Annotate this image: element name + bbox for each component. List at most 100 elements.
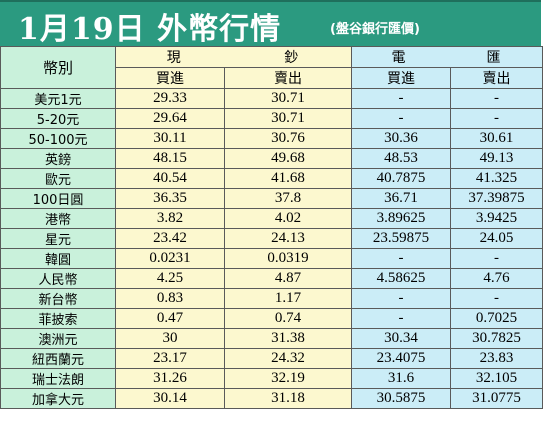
source-note: (盤谷銀行匯價) xyxy=(330,22,420,37)
cash-sell-cell: 32.19 xyxy=(224,368,352,389)
wire-buy-cell: - xyxy=(351,248,451,269)
header-row-groups: 幣別 現鈔 電匯 xyxy=(0,46,543,89)
currency-name: 美元1元 xyxy=(0,88,116,109)
wire-buy-cell: 31.6 xyxy=(351,368,451,389)
wire-sell-cell: 0.7025 xyxy=(450,308,543,329)
wire-buy-cell: 4.58625 xyxy=(351,268,451,289)
wire-buy-cell: 48.53 xyxy=(351,148,451,169)
wire-sell-cell: 30.61 xyxy=(450,128,543,149)
cash-buy-cell: 3.82 xyxy=(115,208,225,229)
currency-name: 澳洲元 xyxy=(0,328,116,349)
cash-buy-cell: 23.42 xyxy=(115,228,225,249)
cash-sell-cell: 4.02 xyxy=(224,208,352,229)
wire-sell-header: 賣出 xyxy=(450,67,543,89)
table-row: 澳洲元 30 31.38 30.34 30.7825 xyxy=(0,328,543,349)
wire-sell-cell: 4.76 xyxy=(450,268,543,289)
cash-buy-cell: 30.14 xyxy=(115,388,225,409)
wire-buy-cell: 23.4075 xyxy=(351,348,451,369)
cash-group-header: 現鈔 xyxy=(115,46,352,68)
wire-sell-cell: - xyxy=(450,248,543,269)
cash-sell-cell: 30.71 xyxy=(224,108,352,129)
wire-group-header-part2: 匯 xyxy=(486,50,503,66)
cash-sell-cell: 4.87 xyxy=(224,268,352,289)
table-row: 紐西蘭元 23.17 24.32 23.4075 23.83 xyxy=(0,348,543,369)
cash-sell-header: 賣出 xyxy=(224,67,352,89)
wire-sell-cell: 37.39875 xyxy=(450,188,543,209)
wire-group-header: 電匯 xyxy=(351,46,543,68)
wire-buy-cell: - xyxy=(351,288,451,309)
wire-buy-header: 買進 xyxy=(351,67,451,89)
wire-sell-cell: 31.0775 xyxy=(450,388,543,409)
cash-buy-cell: 30.11 xyxy=(115,128,225,149)
cash-sell-cell: 31.18 xyxy=(224,388,352,409)
table-row: 新台幣 0.83 1.17 - - xyxy=(0,288,543,309)
wire-sell-cell: 32.105 xyxy=(450,368,543,389)
currency-name: 歐元 xyxy=(0,168,116,189)
cash-buy-cell: 29.33 xyxy=(115,88,225,109)
table-row: 瑞士法朗 31.26 32.19 31.6 32.105 xyxy=(0,368,543,389)
wire-buy-cell: 30.36 xyxy=(351,128,451,149)
table-row: 歐元 40.54 41.68 40.7875 41.325 xyxy=(0,168,543,189)
wire-group-header-part1: 電 xyxy=(391,50,408,66)
table-row: 50-100元 30.11 30.76 30.36 30.61 xyxy=(0,128,543,149)
table-row: 人民幣 4.25 4.87 4.58625 4.76 xyxy=(0,268,543,289)
table-row: 美元1元 29.33 30.71 - - xyxy=(0,88,543,109)
exchange-rate-table: 幣別 現鈔 電匯 買進 賣出 買進 賣出 美元1元 29.33 30.71 - xyxy=(0,46,543,409)
cash-buy-cell: 40.54 xyxy=(115,168,225,189)
cash-group-header-part1: 現 xyxy=(166,50,183,66)
table-row: 加拿大元 30.14 31.18 30.5875 31.0775 xyxy=(0,388,543,409)
cash-sell-cell: 24.32 xyxy=(224,348,352,369)
wire-buy-cell: 3.89625 xyxy=(351,208,451,229)
cash-buy-cell: 48.15 xyxy=(115,148,225,169)
wire-sell-cell: 23.83 xyxy=(450,348,543,369)
cash-buy-cell: 23.17 xyxy=(115,348,225,369)
cash-buy-cell: 30 xyxy=(115,328,225,349)
wire-buy-cell: 40.7875 xyxy=(351,168,451,189)
cash-buy-cell: 0.83 xyxy=(115,288,225,309)
wire-sell-cell: 3.9425 xyxy=(450,208,543,229)
currency-name: 50-100元 xyxy=(0,128,116,149)
currency-name: 菲披索 xyxy=(0,308,116,329)
wire-sell-cell: - xyxy=(450,108,543,129)
table-row: 菲披索 0.47 0.74 - 0.7025 xyxy=(0,308,543,329)
cash-sell-cell: 0.0319 xyxy=(224,248,352,269)
currency-name: 紐西蘭元 xyxy=(0,348,116,369)
cash-sell-cell: 49.68 xyxy=(224,148,352,169)
cash-sell-cell: 31.38 xyxy=(224,328,352,349)
wire-buy-cell: - xyxy=(351,308,451,329)
currency-header: 幣別 xyxy=(0,46,116,89)
wire-buy-cell: 23.59875 xyxy=(351,228,451,249)
table-row: 100日圓 36.35 37.8 36.71 37.39875 xyxy=(0,188,543,209)
currency-name: 5-20元 xyxy=(0,108,116,129)
wire-buy-cell: - xyxy=(351,108,451,129)
cash-buy-cell: 36.35 xyxy=(115,188,225,209)
currency-name: 英鎊 xyxy=(0,148,116,169)
cash-sell-cell: 41.68 xyxy=(224,168,352,189)
cash-sell-cell: 30.76 xyxy=(224,128,352,149)
wire-buy-cell: 30.5875 xyxy=(351,388,451,409)
wire-sell-cell: - xyxy=(450,88,543,109)
cash-group-header-part2: 鈔 xyxy=(284,50,301,66)
currency-name: 人民幣 xyxy=(0,268,116,289)
currency-name: 韓圓 xyxy=(0,248,116,269)
currency-name: 100日圓 xyxy=(0,188,116,209)
cash-sell-cell: 24.13 xyxy=(224,228,352,249)
page-title: 1月19日 外幣行情 xyxy=(18,12,282,47)
table-row: 韓圓 0.0231 0.0319 - - xyxy=(0,248,543,269)
cash-buy-cell: 4.25 xyxy=(115,268,225,289)
currency-name: 加拿大元 xyxy=(0,388,116,409)
table-row: 5-20元 29.64 30.71 - - xyxy=(0,108,543,129)
currency-name: 港幣 xyxy=(0,208,116,229)
currency-name: 瑞士法朗 xyxy=(0,368,116,389)
title-bar: 1月19日 外幣行情 (盤谷銀行匯價) xyxy=(0,0,541,48)
wire-sell-cell: - xyxy=(450,288,543,309)
table-row: 星元 23.42 24.13 23.59875 24.05 xyxy=(0,228,543,249)
wire-sell-cell: 41.325 xyxy=(450,168,543,189)
cash-buy-cell: 0.0231 xyxy=(115,248,225,269)
wire-buy-cell: 36.71 xyxy=(351,188,451,209)
table-row: 英鎊 48.15 49.68 48.53 49.13 xyxy=(0,148,543,169)
cash-sell-cell: 37.8 xyxy=(224,188,352,209)
cash-sell-cell: 0.74 xyxy=(224,308,352,329)
wire-buy-cell: - xyxy=(351,88,451,109)
cash-sell-cell: 1.17 xyxy=(224,288,352,309)
